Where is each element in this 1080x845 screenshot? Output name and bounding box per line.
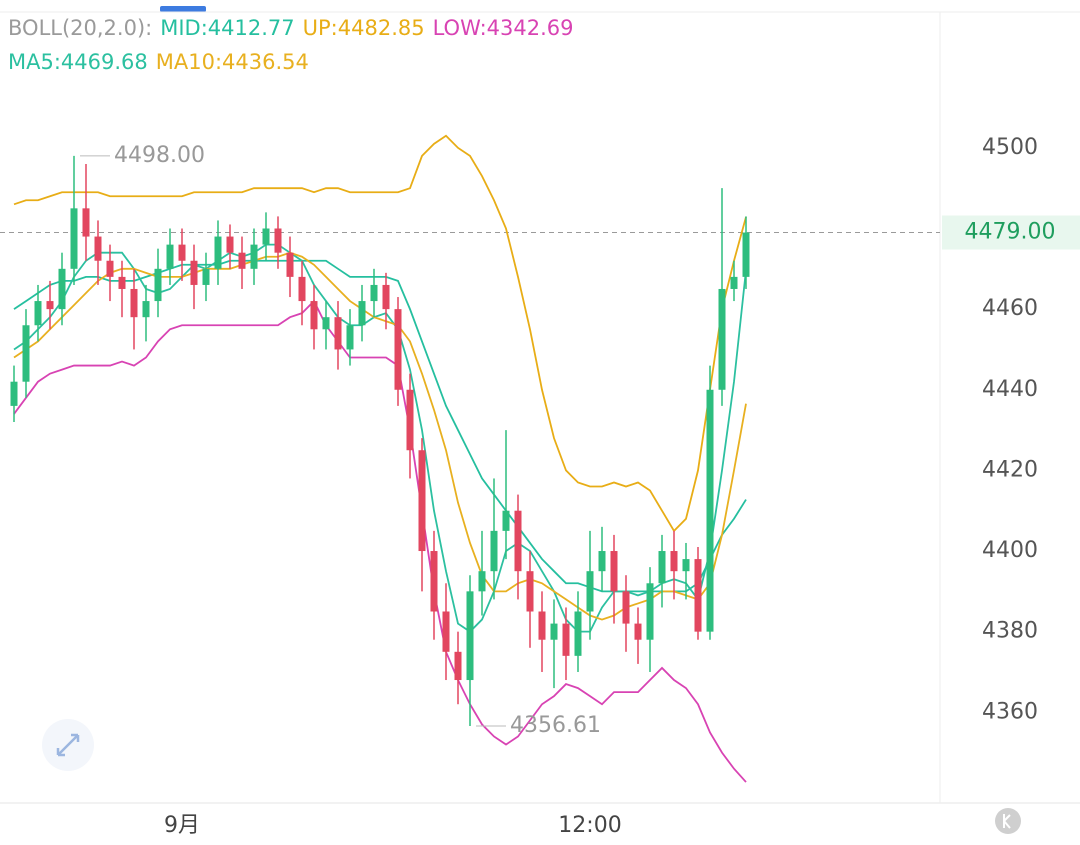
tab-indicator (160, 6, 206, 12)
indicator-line (13, 243, 747, 633)
candle-body (322, 317, 330, 330)
candle-body (286, 252, 294, 277)
candle-body (94, 236, 102, 261)
candle-body (682, 559, 690, 572)
candle-body (82, 208, 90, 237)
candle-body (382, 284, 390, 310)
candle-body (502, 510, 510, 531)
y-tick-label: 4440 (982, 377, 1038, 402)
candle-body (334, 317, 342, 350)
candle-body (730, 276, 738, 289)
last-price-label: 4479.00 (965, 220, 1056, 245)
candle-body (550, 623, 558, 640)
candle-body (442, 611, 450, 652)
candle-body (106, 260, 114, 277)
x-tick-label: 9月 (164, 813, 200, 838)
candle-body (46, 301, 54, 310)
candle-body (274, 228, 282, 253)
candle-body (658, 551, 666, 584)
candle-body (622, 591, 630, 624)
y-tick-label: 4360 (982, 699, 1038, 724)
candle-body (310, 301, 318, 330)
y-tick-label: 4380 (982, 619, 1038, 644)
expand-button[interactable] (42, 719, 94, 771)
x-tick-label: 12:00 (558, 813, 621, 838)
candle-body (646, 583, 654, 640)
legend-entry: MA10:4436.54 (155, 50, 309, 74)
candle-body (22, 325, 30, 382)
candle-body (250, 244, 258, 269)
legend-entry: MA5:4469.68 (8, 50, 148, 74)
indicator-line (13, 299, 747, 783)
candle-body (586, 571, 594, 612)
candle-body (298, 276, 306, 302)
candle-body (538, 611, 546, 640)
candle-body (166, 244, 174, 269)
candle-body (478, 571, 486, 592)
candle-body (406, 389, 414, 451)
candle-body (634, 623, 642, 640)
last-price-box (942, 215, 1080, 250)
k-button[interactable] (995, 808, 1021, 834)
legend-entry: MID:4412.77 (160, 16, 295, 40)
high-label: 4498.00 (114, 143, 205, 168)
candle-body (490, 530, 498, 572)
candle-body (706, 389, 714, 632)
candle-body (430, 551, 438, 612)
candle-body (178, 244, 186, 261)
candle-body (130, 288, 138, 318)
candle-body (670, 551, 678, 572)
candle-body (454, 651, 462, 681)
candle-body (346, 325, 354, 350)
candle-body (58, 268, 66, 310)
low-label: 4356.61 (510, 713, 601, 738)
candle-body (154, 268, 162, 302)
indicator-line (13, 251, 747, 621)
candle-body (418, 450, 426, 552)
candle-body (118, 276, 126, 289)
candle-body (34, 301, 42, 326)
candle-body (190, 260, 198, 285)
indicator-line (13, 259, 747, 593)
indicator-line (13, 134, 747, 533)
y-tick-label: 4420 (982, 457, 1038, 482)
candle-body (514, 510, 522, 572)
candle-body (238, 252, 246, 269)
ma-legend: MA5:4469.68 MA10:4436.54 (8, 50, 317, 74)
candle-body (226, 236, 234, 253)
legend-entry: UP:4482.85 (302, 16, 425, 40)
y-tick-label: 4500 (982, 135, 1038, 160)
candle-body (466, 591, 474, 681)
candle-body (10, 381, 18, 406)
candle-body (694, 559, 702, 632)
candle-body (262, 228, 270, 245)
legend-entry: BOLL(20,2.0): (8, 16, 153, 40)
boll-legend: BOLL(20,2.0): MID:4412.77 UP:4482.85 LOW:43… (8, 16, 582, 40)
candle-body (394, 309, 402, 390)
candle-body (598, 551, 606, 572)
candle-body (742, 232, 750, 277)
candle-body (202, 268, 210, 285)
candle-body (70, 208, 78, 269)
candle-body (214, 236, 222, 269)
candle-body (574, 611, 582, 656)
candle-body (526, 571, 534, 612)
y-tick-label: 4400 (982, 538, 1038, 563)
candle-body (610, 551, 618, 592)
legend-entry: LOW:4342.69 (432, 16, 574, 40)
y-tick-label: 4460 (982, 296, 1038, 321)
candle-body (562, 623, 570, 656)
candle-body (370, 284, 378, 302)
candle-body (142, 301, 150, 318)
candle-body (358, 301, 366, 326)
candle-body (718, 288, 726, 390)
